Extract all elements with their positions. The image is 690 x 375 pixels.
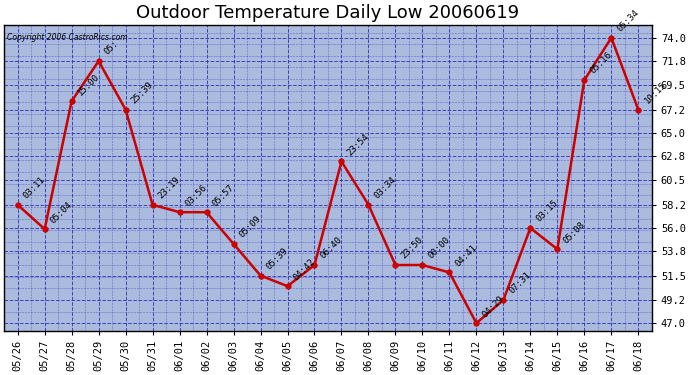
- Text: 23:19: 23:19: [157, 175, 182, 201]
- Text: 05:57: 05:57: [210, 183, 236, 208]
- Text: 07:31: 07:31: [508, 270, 533, 296]
- Text: 00:00: 00:00: [426, 236, 452, 261]
- Text: 05:: 05:: [103, 39, 121, 57]
- Text: 03:15: 03:15: [535, 198, 560, 224]
- Text: 05:39: 05:39: [265, 246, 290, 272]
- Text: 03:34: 03:34: [373, 175, 398, 201]
- Text: 05:34: 05:34: [615, 8, 641, 34]
- Text: 06:40: 06:40: [319, 236, 344, 261]
- Text: 23:54: 23:54: [346, 132, 371, 157]
- Text: 03:56: 03:56: [184, 183, 209, 208]
- Text: 03:11: 03:11: [22, 175, 47, 201]
- Text: 04:42: 04:42: [292, 256, 317, 282]
- Text: 23:50: 23:50: [400, 236, 425, 261]
- Text: 05:09: 05:09: [238, 214, 263, 240]
- Text: 05:08: 05:08: [562, 220, 587, 245]
- Text: 25:39: 25:39: [130, 80, 155, 105]
- Text: 15:00: 15:00: [76, 72, 101, 97]
- Text: 05:04: 05:04: [49, 200, 75, 225]
- Text: 04:41: 04:41: [453, 243, 479, 268]
- Title: Outdoor Temperature Daily Low 20060619: Outdoor Temperature Daily Low 20060619: [137, 4, 520, 22]
- Text: 04:29: 04:29: [480, 294, 506, 319]
- Text: Copyright 2006 CastroRics.com: Copyright 2006 CastroRics.com: [8, 33, 128, 42]
- Text: 05:16: 05:16: [589, 51, 614, 76]
- Text: 10:15: 10:15: [642, 80, 668, 105]
